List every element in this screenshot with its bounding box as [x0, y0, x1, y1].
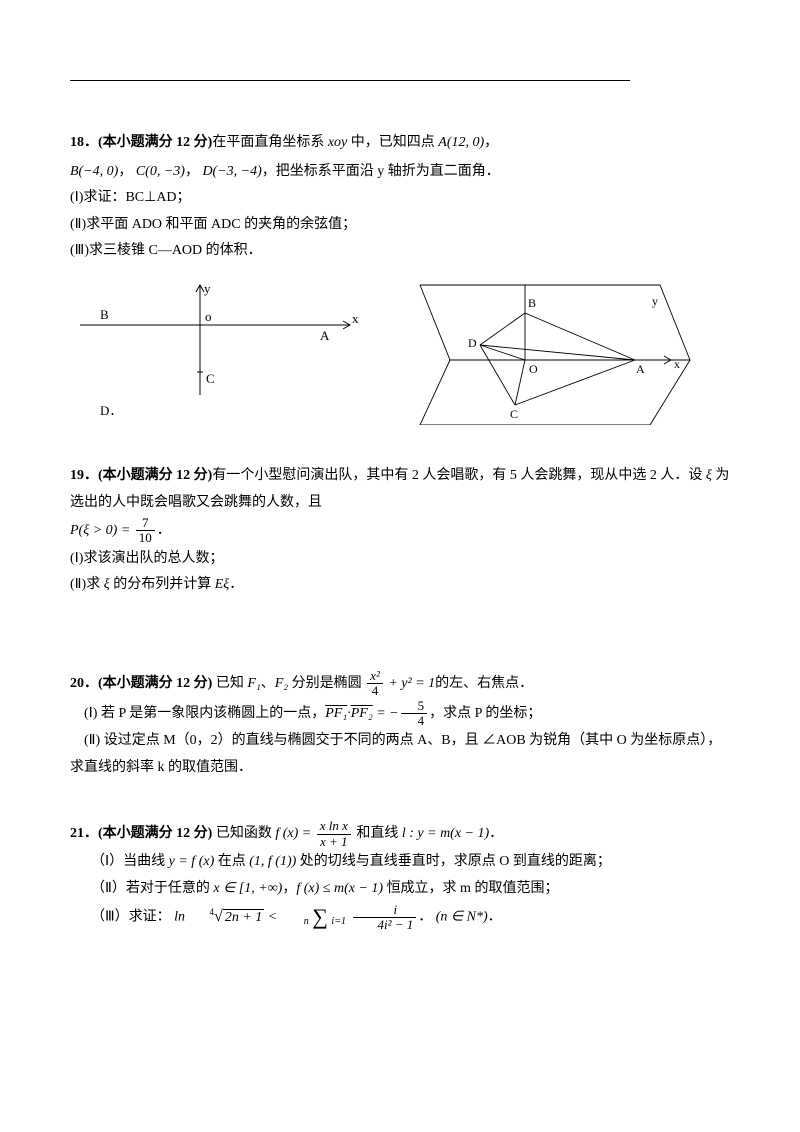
p21-sum: n ∑ i=1 [283, 906, 346, 928]
p18-diagram-right: B D O C A x y [390, 275, 700, 425]
p21-root: 4√2n + 1 [189, 902, 265, 932]
problem-21: 21．(本小题满分 12 分) 已知函数 f (x) = x ln xx + 1… [70, 819, 730, 932]
r-label-D: D [468, 336, 477, 350]
p20-frac2: 54 [401, 699, 428, 729]
problem-19: 19．(本小题满分 12 分)有一个小型慰问演出队，其中有 2 人会唱歌，有 5… [70, 463, 730, 599]
r-label-x: x [674, 357, 680, 371]
p18-diagram-left: y o x A B C D． [70, 275, 370, 425]
p21-number: 21． [70, 826, 98, 841]
problem-20: 20．(本小题满分 12 分) 已知 F₁、F₂ 分别是椭圆 x²4 + y² … [70, 669, 730, 781]
p18-title: 18．(本小题满分 12 分)在平面直角坐标系 xoy 中，已知四点 A(12,… [70, 130, 730, 157]
p19-prob: P(ξ > 0) = 710． [70, 516, 730, 546]
p20-score: (本小题满分 12 分) [98, 676, 216, 691]
p21-part3: （Ⅲ）求证： ln 4√2n + 1 < n ∑ i=1 i4i² − 1． (… [70, 902, 730, 932]
p18-part1: (Ⅰ)求证：BC⊥AD； [70, 185, 730, 212]
p18-part3: (Ⅲ)求三棱锥 C—AOD 的体积． [70, 238, 730, 265]
p21-sum-frac: i4i² − 1 [353, 903, 416, 933]
p20-part1: (Ⅰ) 若 P 是第一象限内该椭圆上的一点，PF₁·PF₂ = −54，求点 P… [70, 699, 730, 729]
p20-intro: 20．(本小题满分 12 分) 已知 F₁、F₂ 分别是椭圆 x²4 + y² … [70, 669, 730, 699]
p21-part2: （Ⅱ）若对于任意的 x ∈ [1, +∞)，f (x) ≤ m(x − 1) 恒… [70, 876, 730, 903]
label-B: B [100, 307, 109, 322]
p18-intro-c: ，把坐标系平面沿 y 轴折为直二面角． [262, 164, 500, 179]
p18-number: 18． [70, 135, 98, 150]
p19-period: ． [157, 523, 171, 538]
p19-intro-a: 有一个小型慰问演出队，其中有 2 人会唱歌，有 5 人会跳舞，现从中选 2 人．… [212, 468, 706, 483]
p19-frac: 710 [136, 516, 155, 546]
p20-part2: (Ⅱ) 设过定点 M（0，2）的直线与椭圆交于不同的两点 A、B，且 ∠AOB … [70, 728, 730, 781]
r-label-A: A [636, 362, 645, 376]
p20-number: 20． [70, 676, 98, 691]
p21-score: (本小题满分 12 分) [98, 826, 216, 841]
p19-intro: 19．(本小题满分 12 分)有一个小型慰问演出队，其中有 2 人会唱歌，有 5… [70, 463, 730, 516]
p18-xoy: xoy [328, 135, 347, 150]
p18-A: A(12, 0) [438, 135, 484, 150]
p18-points: B(−4, 0)， C(0, −3)， D(−3, −4)，把坐标系平面沿 y … [70, 159, 730, 186]
p18-C: C(0, −3) [136, 164, 185, 179]
label-A: A [320, 328, 330, 343]
p20-ellipse-frac: x²4 [367, 669, 383, 699]
p18-intro-b: 中，已知四点 [347, 135, 438, 150]
label-y: y [204, 281, 211, 296]
r-label-O: O [529, 362, 538, 376]
r-label-C: C [510, 407, 518, 421]
p18-D: D(−3, −4) [202, 164, 261, 179]
r-label-y: y [652, 294, 658, 308]
p19-score: (本小题满分 12 分) [98, 468, 212, 483]
p21-intro: 21．(本小题满分 12 分) 已知函数 f (x) = x ln xx + 1… [70, 819, 730, 849]
p21-part1: （Ⅰ）当曲线 y = f (x) 在点 (1, f (1)) 处的切线与直线垂直… [70, 849, 730, 876]
p21-f-frac: x ln xx + 1 [317, 819, 351, 849]
label-x: x [352, 311, 359, 326]
r-label-B: B [528, 296, 536, 310]
p19-part1: (Ⅰ)求该演出队的总人数； [70, 546, 730, 573]
problem-18: 18．(本小题满分 12 分)在平面直角坐标系 xoy 中，已知四点 A(12,… [70, 130, 730, 425]
p19-part2: (Ⅱ)求 ξ 的分布列并计算 Eξ． [70, 572, 730, 599]
p18-B: B(−4, 0) [70, 164, 118, 179]
label-o: o [205, 309, 212, 324]
p19-number: 19． [70, 468, 98, 483]
label-C: C [206, 371, 215, 386]
p18-part2: (Ⅱ)求平面 ADO 和平面 ADC 的夹角的余弦值； [70, 212, 730, 239]
p18-intro-a: 在平面直角坐标系 [212, 135, 328, 150]
p18-diagrams: y o x A B C D． [70, 275, 730, 425]
p18-score: (本小题满分 12 分) [98, 135, 212, 150]
p19-prob-lhs: P(ξ > 0) = [70, 523, 134, 538]
label-D: D． [100, 403, 122, 418]
